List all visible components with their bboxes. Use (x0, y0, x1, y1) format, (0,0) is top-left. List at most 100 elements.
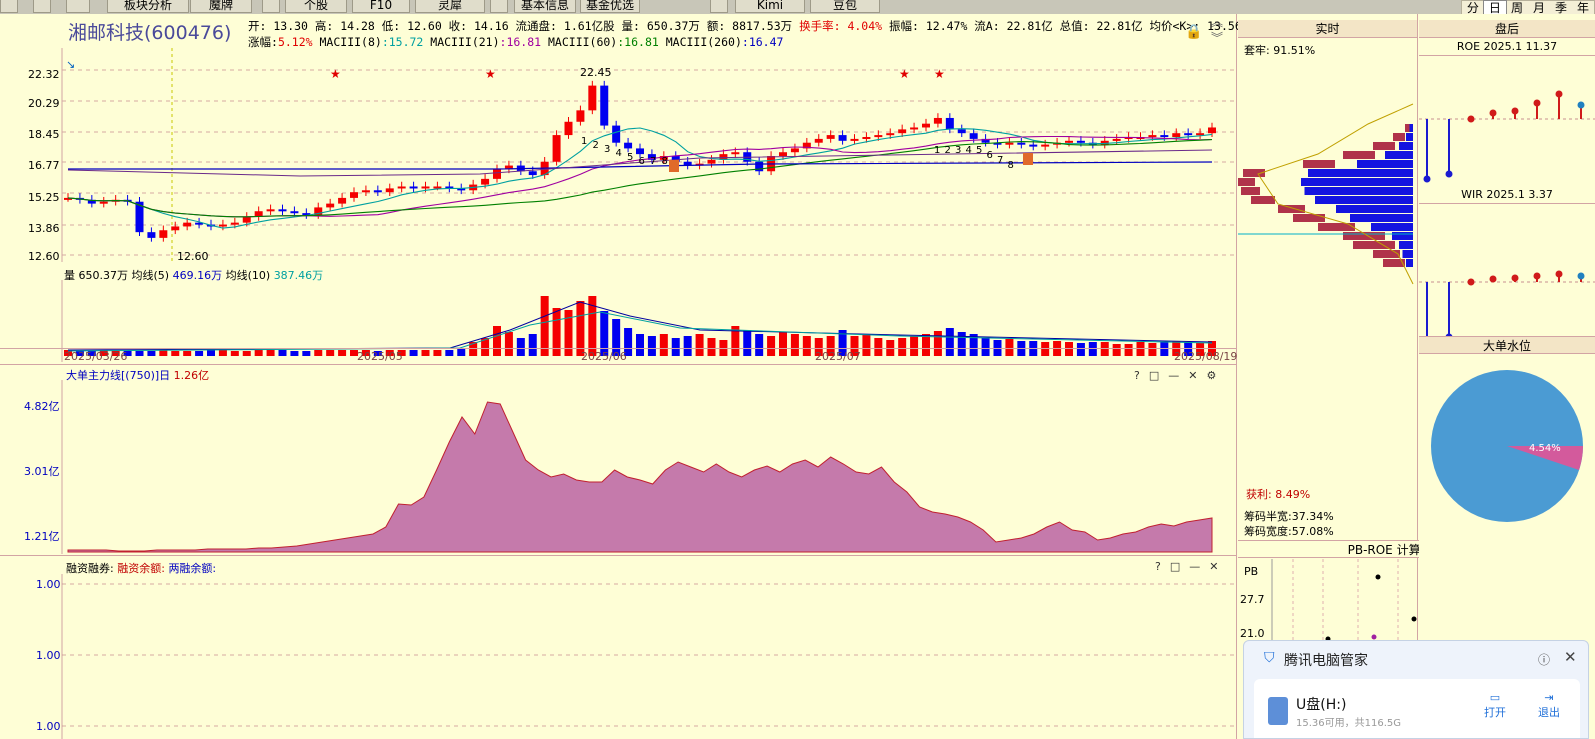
period-quarter[interactable]: 季 (1554, 1, 1567, 15)
toolbar-sep2-button[interactable] (490, 0, 508, 13)
basic-info-button[interactable]: 基本信息 (514, 0, 576, 13)
volume-bar (600, 311, 609, 356)
change-label: 涨幅: (248, 35, 278, 49)
candle-body (755, 161, 764, 172)
date-end: 2025/08/19 (1174, 350, 1238, 363)
candle-body (1124, 136, 1133, 139)
candle-body (361, 190, 370, 193)
roe-title: ROE 2025.1 11.37 (1419, 38, 1595, 56)
drive-capacity: 15.36可用，共116.5G (1296, 718, 1402, 729)
lock-icon[interactable]: 🔒 (1185, 24, 1203, 40)
nav-back-button[interactable] (33, 0, 51, 13)
candle-body (826, 135, 835, 139)
kimi-button[interactable]: Kimi (735, 0, 805, 13)
toolbar-sep3-button[interactable] (710, 0, 728, 13)
volume-bar (254, 350, 263, 356)
volume-bar (123, 351, 132, 356)
lollipop-dot (1533, 272, 1541, 280)
volume-bar (421, 350, 430, 356)
chip-bar-current (1336, 205, 1413, 213)
volume-bar (767, 336, 776, 356)
pie-small-slice (1507, 446, 1583, 470)
volume-bar (1041, 342, 1050, 356)
margin-chart[interactable] (0, 574, 1237, 739)
volume-bar (528, 334, 537, 356)
after-hours-panel: 盘后 ROE 2025.1 11.37 WIR 2025.1 3.37 大单水位… (1419, 14, 1595, 739)
open-button[interactable]: ▭ 打开 (1484, 691, 1506, 720)
ma5-value: 469.16万 (172, 269, 223, 282)
close-icon[interactable]: ✕ (1564, 648, 1577, 666)
candle-body (481, 178, 490, 185)
volume-bar (1160, 342, 1169, 356)
volume-bar (576, 301, 585, 356)
f10-button[interactable]: F10 (352, 0, 410, 13)
ma-line: 涨幅:5.12% MACIII(8):15.72 MACIII(21):16.8… (248, 34, 783, 50)
lingxi-button[interactable]: 灵犀 (415, 0, 485, 13)
candle-body (814, 138, 823, 143)
sector-analysis-button[interactable]: 板块分析 (107, 0, 189, 13)
y-tick-4: 16.77 (28, 159, 60, 172)
fund-select-button[interactable]: 基金优选 (580, 0, 640, 13)
nav-forward-button[interactable] (66, 0, 90, 13)
close-icon[interactable]: ✕ (1188, 369, 1198, 382)
scatter-point (1371, 634, 1377, 640)
exit-icon: ⇥ (1544, 691, 1554, 704)
candle-body (1005, 142, 1014, 145)
collapse-down-icon[interactable]: ︾ (1211, 31, 1224, 45)
chip-bar-trapped (1251, 196, 1275, 204)
wir-chart[interactable] (1419, 206, 1595, 346)
maximize-icon[interactable]: □ (1148, 369, 1160, 382)
minimize-icon[interactable]: — (1189, 560, 1201, 573)
volume-bar (671, 338, 680, 356)
candle-body (981, 138, 990, 143)
minimize-icon[interactable]: — (1168, 369, 1180, 382)
stock-button[interactable]: 个股 (285, 0, 347, 13)
candle-body (99, 201, 108, 204)
volume-bar (1065, 342, 1073, 356)
menu-button[interactable] (0, 0, 18, 13)
volume-legend: 量 650.37万 均线(5) 469.16万 均线(10) 387.46万 (64, 267, 323, 283)
volume-bar (373, 351, 382, 356)
help-icon[interactable]: ? (1134, 369, 1140, 382)
exit-button[interactable]: ⇥ 退出 (1538, 691, 1560, 720)
after-header[interactable]: 盘后 (1419, 20, 1595, 38)
drive-card: U盘(H:) 15.36可用，共116.5G ▭ 打开 ⇥ 退出 (1254, 679, 1580, 738)
volume-bar (147, 351, 156, 356)
mopai-button[interactable]: 魔牌 (190, 0, 252, 13)
volume-bar (862, 334, 871, 356)
close-icon[interactable]: ✕ (1209, 560, 1219, 573)
help-icon[interactable]: ? (1155, 560, 1161, 573)
volume-bar (898, 338, 907, 356)
settings-icon[interactable]: ⚙ (1206, 369, 1217, 382)
roe-chart[interactable] (1419, 58, 1595, 198)
collapse-up-icon[interactable]: ︽ (1211, 15, 1224, 29)
volume-bar (1136, 342, 1145, 356)
seq-label: 7 (650, 156, 656, 167)
doubao-button[interactable]: 豆包 (810, 0, 880, 13)
period-day[interactable]: 日 (1482, 0, 1507, 16)
main-force-chart[interactable] (0, 380, 1237, 554)
volume-bar (314, 350, 323, 356)
toolbar-sep-button[interactable] (262, 0, 280, 13)
maximize-icon[interactable]: □ (1169, 560, 1181, 573)
chip-header[interactable]: 实时 (1238, 20, 1417, 38)
candle-body (862, 136, 871, 139)
big-order-pie[interactable]: 4.54% (1419, 356, 1595, 536)
chip-bar-current (1399, 241, 1413, 249)
period-minute[interactable]: 分 (1466, 1, 1479, 15)
candle-body (195, 222, 204, 225)
period-week[interactable]: 周 (1510, 1, 1523, 15)
volume-bar (195, 351, 204, 356)
period-month[interactable]: 月 (1532, 1, 1545, 15)
chip-bar-current (1385, 151, 1413, 159)
chip-bar-current (1406, 133, 1413, 141)
chip-histogram[interactable] (1238, 94, 1418, 294)
volume-bar (636, 334, 644, 356)
period-year[interactable]: 年 (1576, 1, 1589, 15)
info-icon[interactable]: ⓘ (1538, 653, 1551, 667)
chip-bar-trapped (1343, 151, 1375, 159)
candle-body (409, 186, 418, 189)
volume-bar (814, 338, 823, 356)
volume-bar (779, 332, 787, 356)
